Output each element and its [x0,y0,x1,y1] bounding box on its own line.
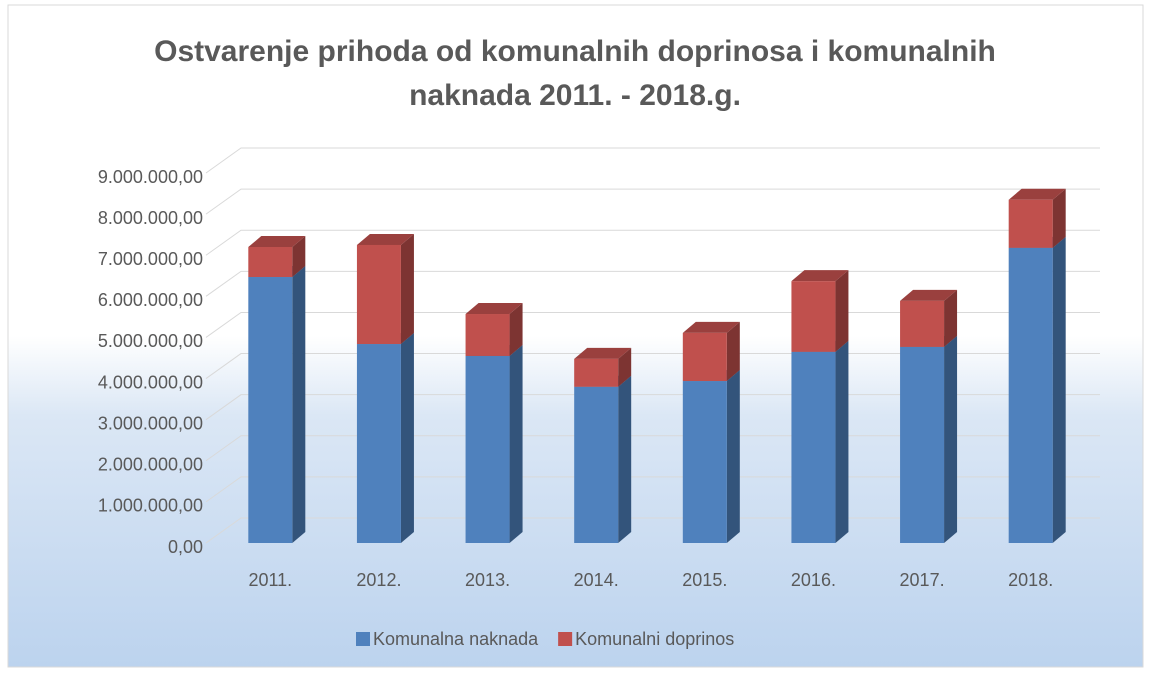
y-tick-label: 7.000.000,00 [98,249,203,269]
x-tick-label: 2013. [465,570,510,590]
x-tick-label: 2012. [356,570,401,590]
y-tick-label: 8.000.000,00 [98,208,203,228]
bar-top [356,233,414,245]
bar-top [682,321,740,333]
bar [791,281,836,352]
x-tick-label: 2015. [682,570,727,590]
bar-top [465,303,523,315]
bar [465,355,510,543]
bar-top [574,347,632,359]
legend-swatch [558,632,573,646]
y-tick-label: 4.000.000,00 [98,372,203,392]
legend-label: Komunalni doprinos [575,629,734,649]
bar [682,381,727,543]
y-tick-label: 5.000.000,00 [98,331,203,351]
bar-top [900,289,958,301]
bar-side [292,266,306,543]
bar [574,358,619,387]
bar [1008,199,1053,248]
bar-side [509,344,523,543]
bar-side [944,289,958,347]
bar [248,247,293,278]
bar-side [400,233,414,345]
x-tick-label: 2016. [791,570,836,590]
y-tick-label: 6.000.000,00 [98,290,203,310]
bar [248,277,293,543]
bar-side [1052,236,1066,544]
bar-side [1052,188,1066,248]
bar-side [726,370,740,543]
x-tick-label: 2018. [1008,570,1053,590]
bar [900,300,945,347]
y-tick-label: 9.000.000,00 [98,167,203,187]
y-tick-label: 2.000.000,00 [98,455,203,475]
bar-side [618,347,632,387]
bar [356,344,401,543]
chart-title: Ostvarenje prihoda od komunalnih doprino… [154,35,996,112]
bar [1008,247,1053,544]
bar-side [400,333,414,543]
grid-line [205,229,1100,256]
grid-line [205,147,1100,174]
y-tick-label: 1.000.000,00 [98,496,203,516]
y-tick-label: 3.000.000,00 [98,413,203,433]
bar-side [835,340,849,543]
bar-side [292,236,306,278]
bar [574,386,619,543]
x-tick-label: 2011. [248,570,292,590]
bar-top [248,236,306,247]
x-tick-label: 2017. [900,570,945,590]
bar [465,314,510,356]
bar-side [726,321,740,382]
legend-label: Komunalna naknada [373,629,539,649]
legend-swatch [356,632,370,646]
bar [356,244,401,345]
bar-side [618,375,632,543]
x-tick-label: 2014. [574,570,619,590]
grid-line [205,188,1100,215]
bar [791,351,836,543]
bar-side [509,303,523,356]
bar-top [1008,188,1066,200]
bar-top [791,270,849,282]
bar-side [835,270,849,352]
bar-side [944,335,958,543]
bar [900,346,945,543]
bar [682,332,727,382]
y-tick-label: 0,00 [168,537,203,557]
